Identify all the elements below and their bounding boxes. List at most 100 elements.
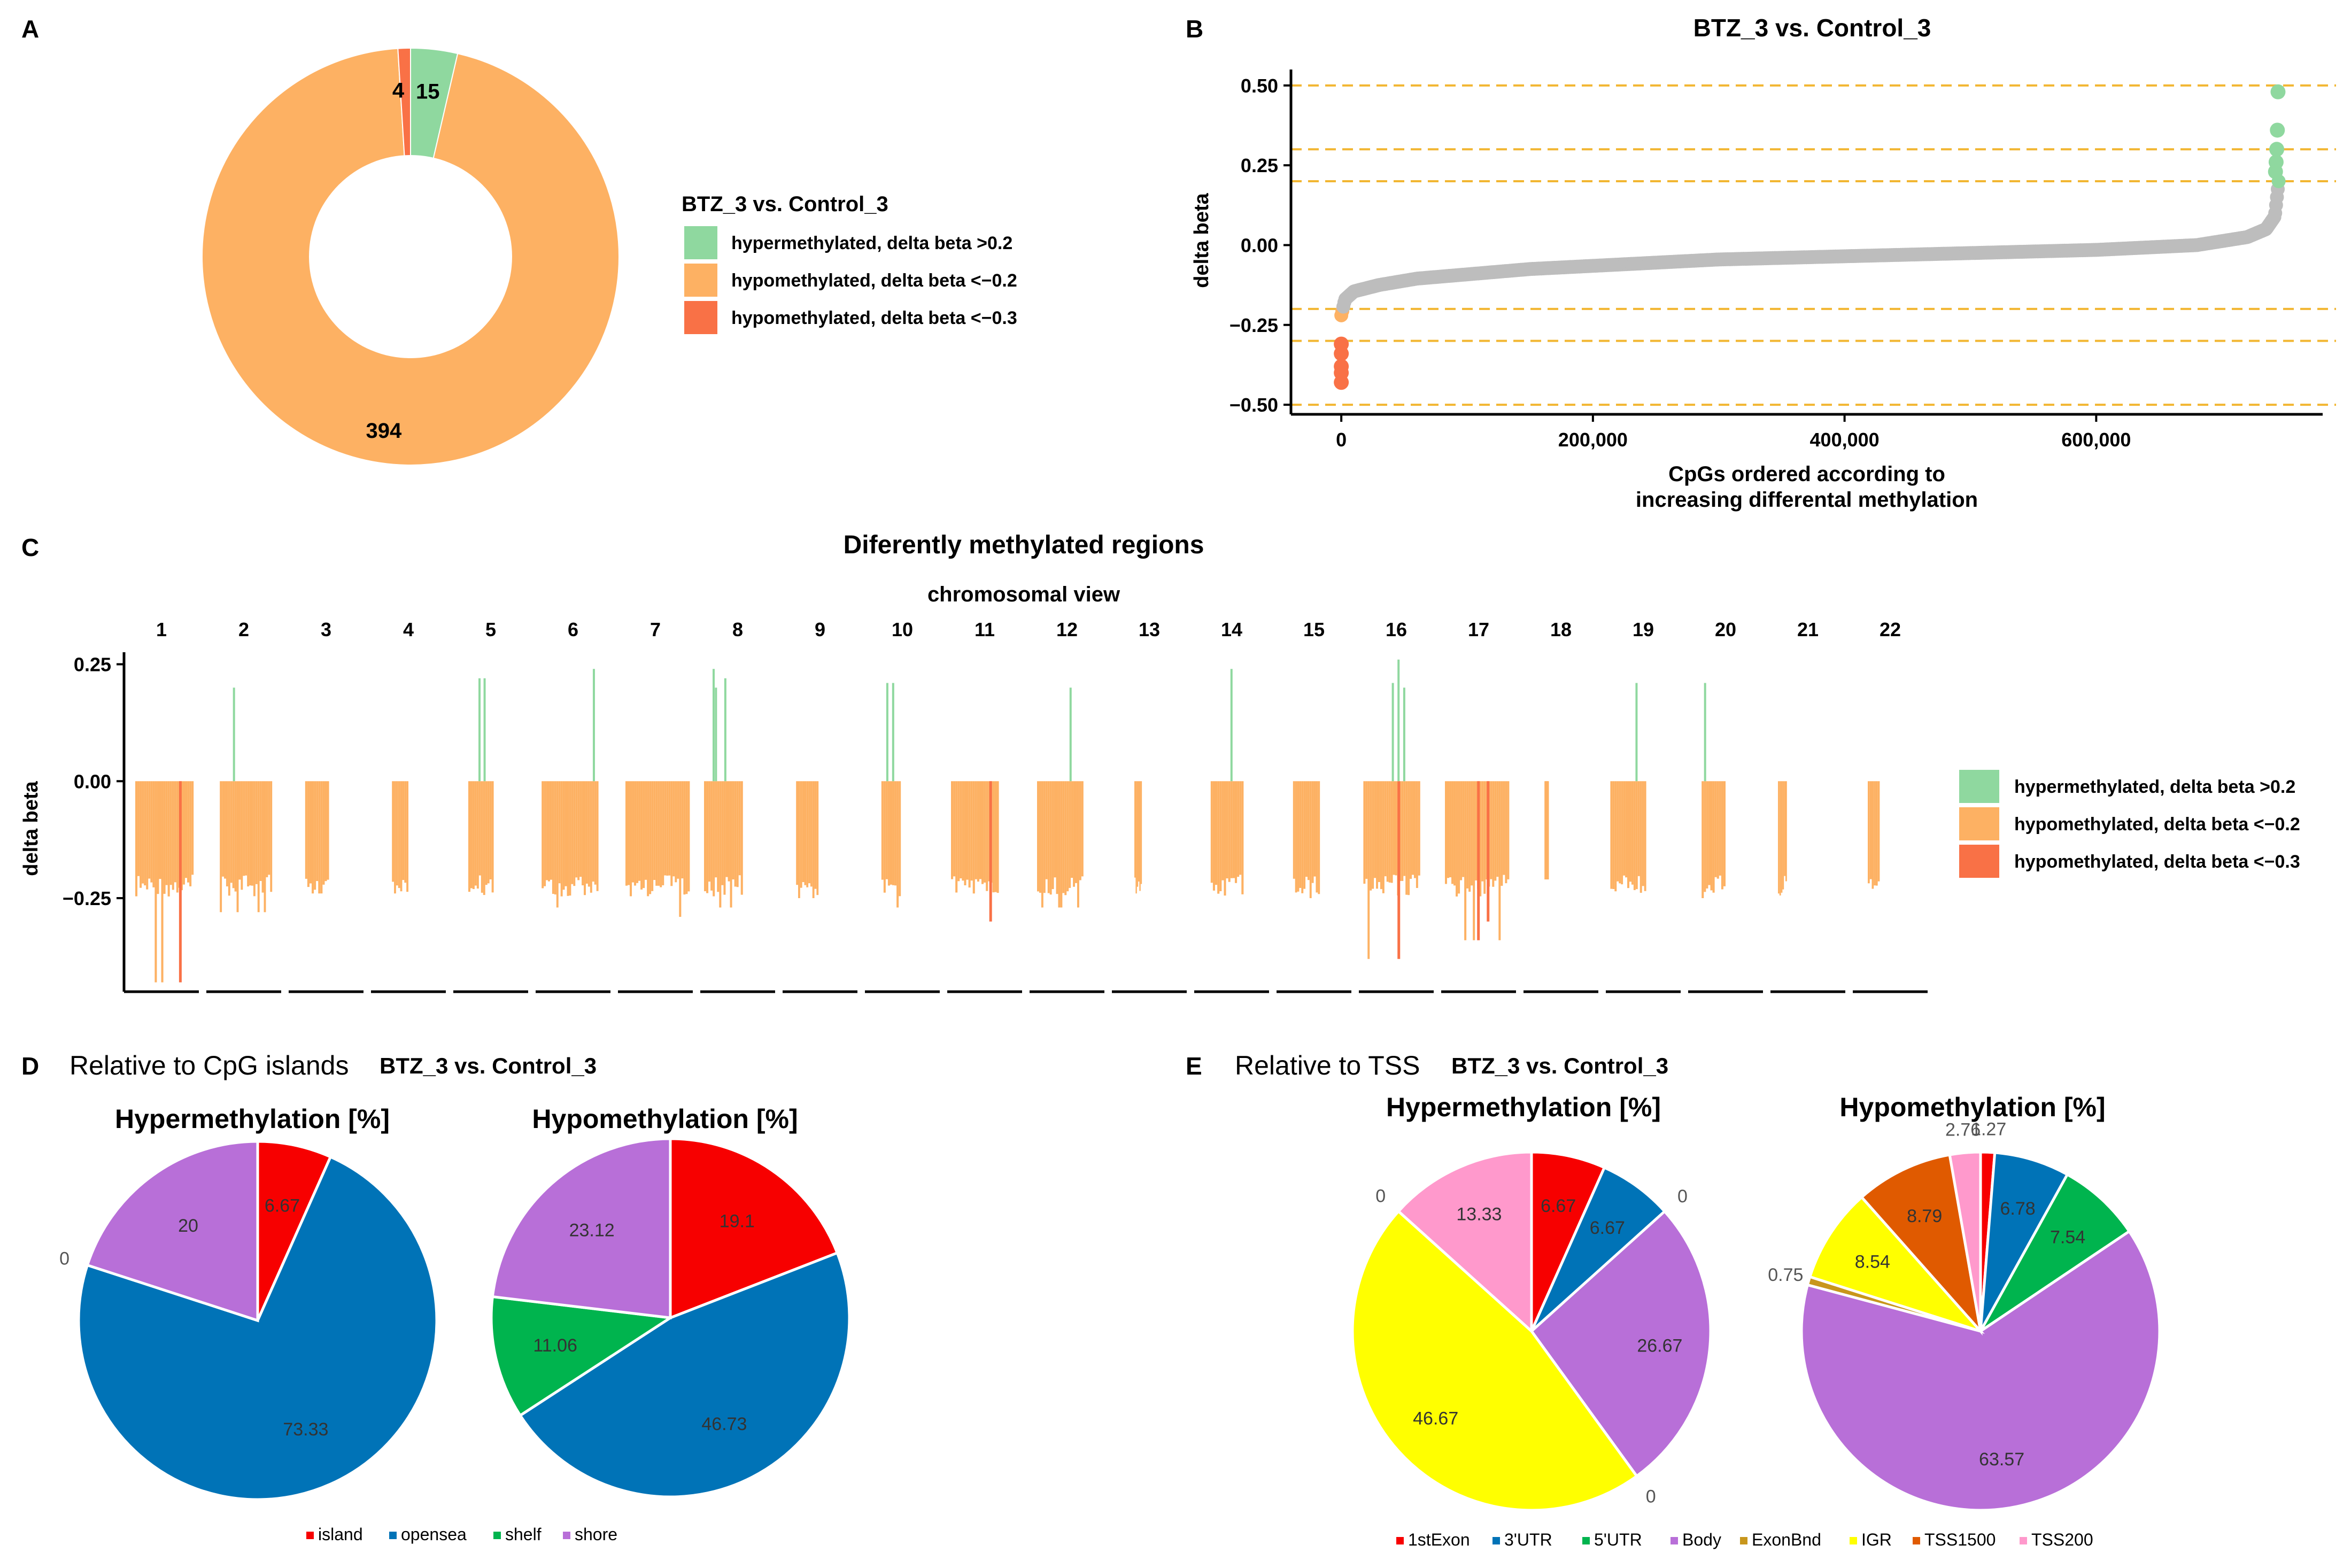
bar-hypo bbox=[1496, 781, 1499, 877]
d-pie-slice-island bbox=[256, 1140, 332, 1322]
bar-hypo bbox=[148, 781, 151, 879]
bar-hypo bbox=[1138, 781, 1140, 882]
bar-hypo bbox=[569, 781, 571, 896]
panel-e-comparison: BTZ_3 vs. Control_3 bbox=[1451, 1053, 1668, 1078]
bar-hypo bbox=[266, 781, 268, 877]
legend-label: 5'UTR bbox=[1594, 1530, 1642, 1549]
bar-hypo bbox=[630, 781, 632, 897]
bar-hypo bbox=[1413, 781, 1416, 878]
panel-b-xlabel-line: CpGs ordered according to bbox=[1668, 462, 1945, 486]
bar-hypo bbox=[1363, 781, 1366, 884]
bar-hypo bbox=[883, 781, 886, 893]
pie-hypomethylation: Hypomethylation [%]1.27 6.78 7.54 63.57 0.75… bbox=[1768, 1092, 2161, 1512]
pie-hypermethylation: Hypermethylation [%] 6.67 73.33 0 20 bbox=[59, 1104, 438, 1501]
bar-hypo bbox=[675, 781, 677, 883]
x-tick-label: 0 bbox=[1336, 429, 1347, 451]
bar-hypo bbox=[1449, 781, 1452, 878]
bar-hypo bbox=[324, 781, 327, 882]
y-tick-label: −0.50 bbox=[1229, 394, 1278, 416]
bar-hypo bbox=[984, 781, 986, 883]
bar-hypo bbox=[249, 781, 251, 886]
bar-hypo bbox=[396, 781, 398, 886]
e-pie-value-label: 8.79 bbox=[1907, 1206, 1942, 1226]
legend-swatch bbox=[1671, 1537, 1678, 1544]
bar-hypo bbox=[1627, 781, 1629, 889]
e-pie-slice-3-utr bbox=[1530, 1165, 1667, 1332]
panel-b-reference-lines bbox=[1291, 84, 2336, 406]
bar-hypo bbox=[728, 781, 730, 882]
e-pie-slice-tss1500 bbox=[1860, 1153, 1983, 1336]
chromosome-8-bars bbox=[704, 669, 743, 908]
chromosome-5-bars bbox=[468, 678, 494, 895]
bar-hypo bbox=[1416, 781, 1418, 888]
bar-hyper bbox=[592, 669, 595, 782]
legend-swatch bbox=[684, 301, 717, 334]
bar-hypo bbox=[658, 781, 660, 886]
bar-hypo bbox=[679, 781, 682, 917]
chromosome-9-bars bbox=[796, 781, 819, 898]
bar-hypo bbox=[562, 781, 565, 890]
legend-label: shore bbox=[575, 1525, 617, 1544]
bar-hypo bbox=[189, 781, 192, 886]
chromosome-label: 7 bbox=[650, 619, 661, 640]
bar-hypo bbox=[994, 781, 997, 892]
bar-hypo bbox=[474, 781, 477, 886]
bar-hypo bbox=[1479, 781, 1482, 897]
chromosome-11-bars bbox=[951, 781, 999, 922]
legend-swatch bbox=[1492, 1537, 1500, 1544]
bar-hypo bbox=[955, 781, 958, 893]
bar-hypo-strong bbox=[989, 781, 992, 922]
legend-label: hypermethylated, delta beta >0.2 bbox=[2014, 777, 2295, 797]
bar-hypo bbox=[1871, 781, 1874, 889]
bar-hypo bbox=[975, 781, 977, 879]
bar-hypo bbox=[1313, 781, 1316, 877]
bar-hypo bbox=[708, 781, 711, 882]
bar-hypo bbox=[1230, 781, 1233, 878]
bar-hypo bbox=[398, 781, 400, 889]
bar-hypo bbox=[1041, 781, 1043, 908]
bar-hypo bbox=[717, 781, 720, 892]
bar-hypo bbox=[575, 781, 578, 878]
d-pie-slice-opensea bbox=[518, 1251, 851, 1499]
bar-hypo bbox=[582, 781, 584, 886]
e-pie-slice-body bbox=[1529, 1209, 1712, 1478]
bar-hypo bbox=[542, 781, 544, 889]
d-pie-slice-shore bbox=[491, 1137, 672, 1319]
e-pie-value-label: 26.67 bbox=[1637, 1335, 1682, 1356]
bar-hypo bbox=[640, 781, 643, 890]
legend-swatch bbox=[1959, 807, 1999, 840]
bar-hypo bbox=[970, 781, 973, 881]
bar-hypo bbox=[590, 781, 592, 893]
bar-hypo bbox=[957, 781, 960, 882]
bar-hypo bbox=[647, 781, 649, 897]
bar-hypo bbox=[1785, 781, 1787, 882]
legend-label: hypomethylated, delta beta <−0.2 bbox=[2014, 814, 2300, 835]
bar-hypo bbox=[1370, 781, 1372, 891]
bar-hypo bbox=[268, 781, 270, 875]
bar-hypo bbox=[798, 781, 800, 898]
bar-hypo bbox=[1468, 781, 1471, 892]
bar-hypo bbox=[146, 781, 149, 890]
bar-hypo bbox=[988, 781, 991, 882]
bar-hypo bbox=[713, 781, 715, 897]
bar-hypo bbox=[628, 781, 630, 885]
panel-a-slice-labels: 15 394 4 bbox=[366, 79, 440, 443]
panel-d-comparison: BTZ_3 vs. Control_3 bbox=[380, 1053, 597, 1078]
bar-hypo bbox=[1631, 781, 1634, 885]
bar-hypo bbox=[1460, 781, 1463, 880]
bar-hypo bbox=[270, 781, 273, 892]
chromosome-18-bars bbox=[1544, 781, 1549, 879]
bar-hypo bbox=[1134, 781, 1136, 878]
bar-hypo bbox=[322, 781, 325, 885]
bar-hypo bbox=[546, 781, 548, 880]
bar-hypo bbox=[1139, 781, 1141, 891]
bar-hypo bbox=[964, 781, 966, 885]
highlight-point bbox=[2269, 142, 2285, 157]
panel-label-a: A bbox=[21, 15, 39, 43]
panel-c-legend: hypermethylated, delta beta >0.2 hypometh… bbox=[1959, 770, 2300, 878]
bar-hypo bbox=[1475, 781, 1478, 880]
bar-hypo bbox=[1071, 781, 1073, 878]
e-pie-slice-tss200 bbox=[1396, 1150, 1533, 1334]
e-pie-value-label: 2.76 bbox=[1945, 1119, 1981, 1140]
d-pie-value-label: 20 bbox=[178, 1216, 198, 1236]
